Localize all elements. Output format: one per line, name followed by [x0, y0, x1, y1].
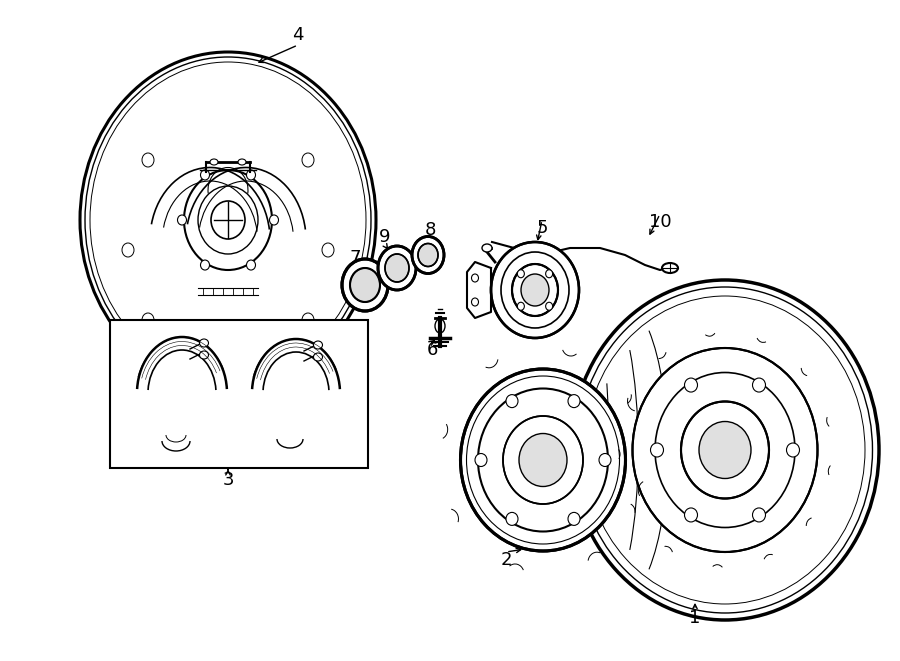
Ellipse shape [200, 339, 209, 347]
Ellipse shape [662, 263, 678, 273]
Ellipse shape [200, 351, 209, 359]
Ellipse shape [506, 395, 518, 408]
Ellipse shape [545, 270, 553, 278]
Ellipse shape [472, 274, 479, 282]
Ellipse shape [518, 302, 525, 310]
Ellipse shape [571, 280, 879, 620]
Text: 1: 1 [689, 609, 701, 627]
Ellipse shape [122, 243, 134, 257]
Ellipse shape [518, 270, 525, 278]
Ellipse shape [490, 240, 580, 340]
Ellipse shape [519, 434, 567, 486]
Text: 6: 6 [427, 341, 437, 359]
Ellipse shape [461, 369, 626, 551]
Bar [110, 320, 368, 468]
Ellipse shape [322, 243, 334, 257]
Ellipse shape [80, 52, 376, 388]
Ellipse shape [302, 313, 314, 327]
Ellipse shape [503, 416, 583, 504]
Ellipse shape [512, 264, 558, 316]
Ellipse shape [491, 242, 579, 338]
Ellipse shape [269, 215, 278, 225]
Ellipse shape [177, 215, 186, 225]
Ellipse shape [313, 341, 322, 349]
Ellipse shape [418, 243, 438, 266]
Ellipse shape [313, 353, 322, 361]
Ellipse shape [238, 159, 246, 165]
Ellipse shape [545, 302, 553, 310]
Ellipse shape [568, 512, 580, 525]
Ellipse shape [210, 159, 218, 165]
Ellipse shape [247, 260, 256, 270]
Ellipse shape [752, 378, 766, 392]
Ellipse shape [506, 512, 518, 525]
Ellipse shape [472, 298, 479, 306]
Text: 5: 5 [536, 219, 548, 237]
Ellipse shape [142, 153, 154, 167]
Ellipse shape [201, 170, 210, 180]
Ellipse shape [350, 268, 380, 302]
Ellipse shape [685, 508, 698, 522]
Ellipse shape [521, 274, 549, 306]
Ellipse shape [475, 453, 487, 467]
Ellipse shape [211, 201, 245, 239]
Text: 3: 3 [222, 471, 234, 489]
Ellipse shape [752, 508, 766, 522]
Text: 2: 2 [500, 551, 512, 569]
Ellipse shape [142, 313, 154, 327]
Ellipse shape [599, 453, 611, 467]
Ellipse shape [787, 443, 799, 457]
Ellipse shape [699, 422, 751, 479]
Text: 9: 9 [379, 228, 391, 246]
Ellipse shape [385, 254, 409, 282]
Ellipse shape [342, 259, 388, 311]
Ellipse shape [568, 395, 580, 408]
Ellipse shape [685, 378, 698, 392]
Text: 10: 10 [649, 213, 671, 231]
Text: 4: 4 [292, 26, 304, 44]
Ellipse shape [681, 401, 769, 498]
Ellipse shape [651, 443, 663, 457]
Text: 7: 7 [349, 249, 361, 267]
Ellipse shape [247, 170, 256, 180]
Text: 8: 8 [424, 221, 436, 239]
Ellipse shape [302, 153, 314, 167]
Ellipse shape [378, 246, 416, 290]
Ellipse shape [633, 348, 817, 552]
Ellipse shape [201, 260, 210, 270]
Ellipse shape [482, 244, 492, 252]
Ellipse shape [412, 237, 444, 274]
